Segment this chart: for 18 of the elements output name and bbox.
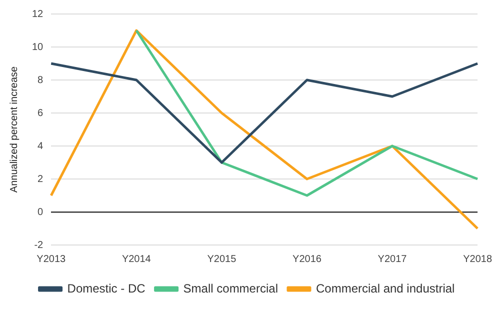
- y-axis-title: Annualized percent increase: [8, 66, 20, 193]
- y-tick-label: 6: [38, 108, 44, 119]
- y-tick-label: 8: [38, 74, 44, 86]
- legend-label: Commercial and industrial: [316, 281, 455, 296]
- x-tick-label: Y2015: [207, 254, 237, 265]
- y-tick-label: 4: [38, 140, 44, 152]
- y-tick-label: -2: [34, 240, 44, 251]
- legend-label: Domestic - DC: [67, 281, 146, 296]
- x-tick-label: Y2013: [36, 254, 66, 265]
- x-tick-label: Y2017: [378, 254, 408, 265]
- x-tick-label: Y2018: [463, 254, 492, 265]
- x-tick-label: Y2014: [122, 254, 152, 265]
- y-tick-label: 12: [32, 8, 44, 20]
- x-tick-label: Y2016: [292, 254, 322, 265]
- legend-label: Small commercial: [183, 281, 278, 296]
- y-tick-label: 10: [32, 42, 44, 53]
- y-tick-label: 2: [38, 174, 44, 185]
- y-tick-label: 0: [38, 206, 44, 218]
